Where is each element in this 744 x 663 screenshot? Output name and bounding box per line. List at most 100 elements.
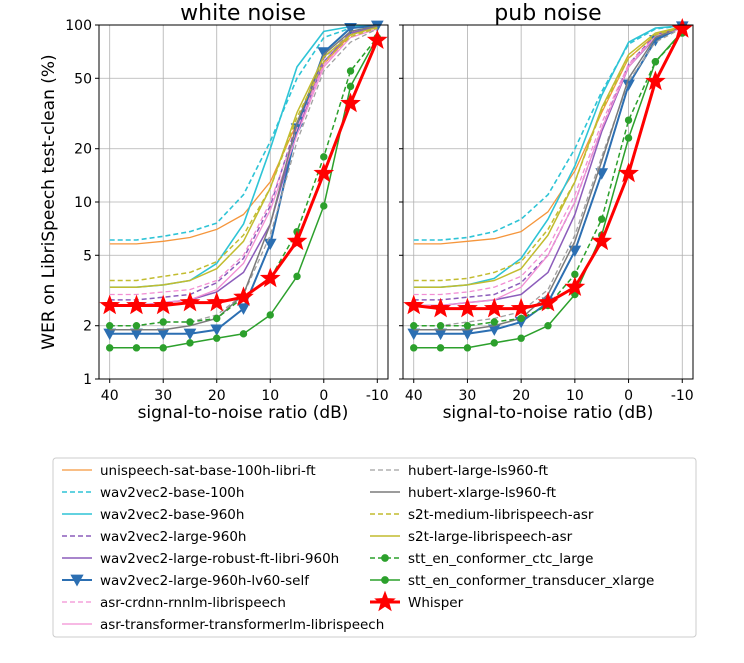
legend-item-wav2vec2-large-robust-ft-libri-960h: wav2vec2-large-robust-ft-libri-960h [62,551,339,567]
series-stt-en-conformer-ctc-large-pub-noise [410,29,686,330]
y-tick-label-white-noise: 20 [74,142,92,158]
data-point-whisper [645,70,666,91]
series-group-pub-noise [403,18,693,352]
data-point-stt-en-conformer-ctc-large [213,314,221,323]
series-unispeech-sat-base-100h-libri-ft-pub-noise [413,26,683,245]
series-wav2vec2-large-960h-white-noise [109,26,378,301]
x-tick-label-white-noise: 30 [154,388,172,404]
series-line-hubert-large-ls960-ft [109,28,378,327]
data-point-whisper [671,18,693,38]
data-point-stt-en-conformer-transducer-xlarge [410,344,418,352]
ticks-pub-noise: 40 30 20 10 0 -10 [399,24,694,404]
legend-item-wav2vec2-base-100h: wav2vec2-base-100h [62,485,244,501]
data-point-whisper [126,294,147,315]
legend-marker-wav2vec2-large-960h-lv60-self [70,574,84,587]
data-point-whisper [152,294,174,315]
series-group-white-noise [99,20,388,352]
legend-item-whisper: Whisper [370,590,464,612]
x-axis-title-pub-noise: signal-to-noise ratio (dB) [443,403,654,423]
x-tick-label-white-noise: 0 [319,388,328,404]
x-tick-label-white-noise: 20 [208,388,226,404]
legend-item-asr-crdnn-rnnlm-librispeech: asr-crdnn-rnnlm-librispeech [62,595,286,611]
data-point-stt-en-conformer-ctc-large [346,67,355,75]
data-point-stt-en-conformer-transducer-xlarge [239,330,248,338]
legend-label-asr-transformer-transformerlm-librispeech: asr-transformer-transformerlm-librispeec… [100,617,384,633]
legend-label-whisper: Whisper [408,595,464,611]
data-point-stt-en-conformer-ctc-large [410,322,418,330]
legend: unispeech-sat-base-100h-libri-ft wav2vec2… [52,457,697,638]
legend-marker-whisper [374,590,396,612]
data-point-stt-en-conformer-transducer-xlarge [624,134,633,142]
data-point-stt-en-conformer-transducer-xlarge [651,58,660,66]
data-point-whisper [233,286,254,306]
x-tick-label-white-noise: -10 [366,388,389,404]
legend-label-hubert-xlarge-ls960-ft: hubert-xlarge-ls960-ft [408,485,556,501]
data-point-stt-en-conformer-transducer-xlarge [106,344,114,352]
x-tick-label-white-noise: 40 [101,388,119,404]
series-wav2vec2-base-960h-white-noise [109,25,378,289]
x-tick-label-pub-noise: 30 [459,388,477,404]
data-point-whisper [430,297,451,318]
data-point-stt-en-conformer-transducer-xlarge [490,339,498,347]
series-whisper-pub-noise [403,18,693,318]
series-line-hubert-xlarge-ls960-ft [413,25,683,331]
series-s2t-large-librispeech-asr-white-noise [109,26,378,288]
series-line-stt-en-conformer-ctc-large [413,32,683,327]
series-asr-crdnn-rnnlm-librispeech-pub-noise [413,27,683,296]
data-point-stt-en-conformer-ctc-large [159,318,167,326]
x-tick-label-pub-noise: 20 [512,388,530,404]
data-point-whisper [510,297,532,318]
legend-label-s2t-medium-librispeech-asr: s2t-medium-librispeech-asr [408,507,594,523]
series-line-s2t-medium-librispeech-asr [413,26,683,282]
series-hubert-large-ls960-ft-pub-noise [413,27,683,327]
series-line-wav2vec2-base-100h [413,25,683,241]
data-point-whisper [99,294,121,315]
legend-label-stt-en-conformer-ctc-large: stt_en_conformer_ctc_large [408,551,593,567]
chart-title-white-noise: white noise [180,1,306,26]
legend-item-unispeech-sat-base-100h-libri-ft: unispeech-sat-base-100h-libri-ft [62,463,316,479]
series-wav2vec2-large-960h-lv60-self-pub-noise [407,21,689,341]
data-point-wav2vec2-large-960h-lv60-self [183,328,197,341]
data-point-whisper [403,294,425,315]
chart-title-pub-noise: pub noise [494,1,601,26]
series-line-whisper [413,28,684,311]
data-point-wav2vec2-large-960h-lv60-self [263,238,277,251]
data-point-stt-en-conformer-transducer-xlarge [213,334,221,342]
data-point-stt-en-conformer-ctc-large [186,318,194,326]
legend-label-wav2vec2-large-robust-ft-libri-960h: wav2vec2-large-robust-ft-libri-960h [100,551,339,567]
series-stt-en-conformer-transducer-xlarge-white-noise [106,33,381,352]
y-axis-title: WER on LibriSpeech test-clean (%) [39,54,59,349]
legend-item-wav2vec2-large-960h: wav2vec2-large-960h [62,529,246,545]
series-line-wav2vec2-large-960h [109,26,378,301]
data-point-whisper [564,276,586,297]
legend-item-s2t-large-librispeech-asr: s2t-large-librispeech-asr [370,529,573,545]
data-point-whisper [259,267,281,288]
series-line-wav2vec2-large-robust-ft-libri-960h [413,26,683,307]
series-asr-crdnn-rnnlm-librispeech-white-noise [109,28,378,296]
data-point-whisper [340,92,361,113]
data-point-stt-en-conformer-ctc-large [320,153,328,161]
data-point-stt-en-conformer-transducer-xlarge [132,344,141,352]
series-hubert-xlarge-ls960-ft-pub-noise [413,25,683,331]
data-point-stt-en-conformer-transducer-xlarge [320,202,328,210]
data-point-stt-en-conformer-transducer-xlarge [517,334,525,342]
data-point-whisper [483,297,505,318]
y-tick-label-white-noise: 10 [74,195,92,211]
data-point-stt-en-conformer-ctc-large [490,318,498,326]
series-line-wav2vec2-base-100h [109,25,378,241]
data-point-stt-en-conformer-ctc-large [463,322,472,330]
series-line-hubert-large-ls960-ft [413,27,683,327]
series-line-asr-crdnn-rnnlm-librispeech [413,27,683,296]
data-point-wav2vec2-large-960h-lv60-self [344,22,357,35]
legend-item-wav2vec2-base-960h: wav2vec2-base-960h [62,507,244,523]
series-line-wav2vec2-base-960h [413,25,683,289]
data-point-whisper [366,29,388,49]
data-point-wav2vec2-large-960h-lv60-self [210,324,224,336]
data-point-whisper [179,291,201,312]
y-tick-label-white-noise: 2 [83,319,92,335]
legend-label-wav2vec2-large-960h-lv60-self: wav2vec2-large-960h-lv60-self [100,573,310,589]
series-line-asr-crdnn-rnnlm-librispeech [109,28,378,296]
series-asr-transformer-transformerlm-librispeech-white-noise [109,28,378,307]
